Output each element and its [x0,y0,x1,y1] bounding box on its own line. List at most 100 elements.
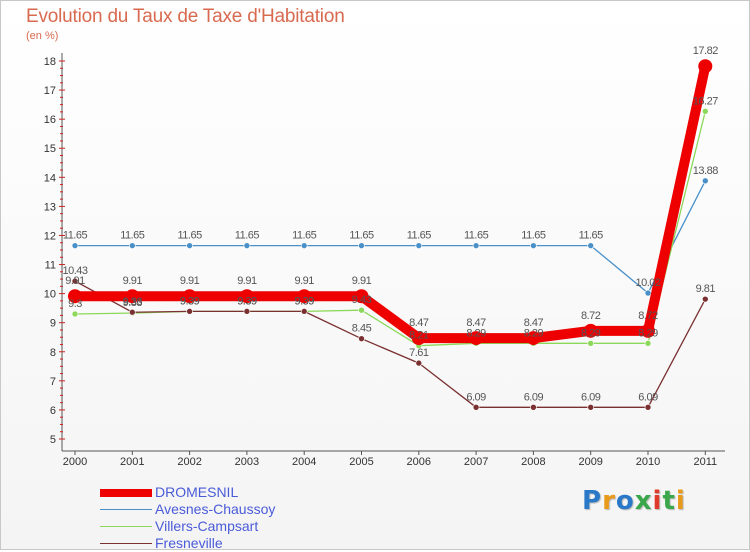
data-label-dromesnil: 9.91 [180,275,200,287]
data-point-dromesnil [239,289,254,304]
data-point-avesnes-chaussoy [129,242,136,249]
data-point-fresneville [300,308,308,315]
y-tick-label: 9 [50,318,56,330]
data-point-fresneville [71,277,79,285]
x-tick-label: 2004 [292,456,316,468]
data-point-fresneville [701,295,709,303]
y-tick-label: 12 [44,230,56,242]
y-tick-label: 8 [50,347,56,359]
data-label-avesnes-chaussoy: 11.65 [579,230,604,242]
data-point-avesnes-chaussoy [186,242,193,249]
data-point-avesnes-chaussoy [530,242,537,249]
y-tick-label: 13 [44,201,56,213]
data-label-villers-campsart: 9.39 [294,295,314,307]
data-label-dromesnil: 8.47 [466,317,486,329]
data-point-dromesnil [469,331,484,346]
data-label-villers-campsart: 8.29 [466,327,486,339]
y-tick-label: 11 [45,260,56,272]
data-point-dromesnil [526,331,541,346]
data-label-avesnes-chaussoy: 10.02 [635,277,660,289]
x-tick-label: 2001 [120,456,144,468]
data-label-avesnes-chaussoy: 11.65 [120,230,145,242]
data-label-villers-campsart: 9.43 [352,294,372,306]
data-label-fresneville: 9.39 [294,295,314,307]
series-layer [68,59,713,411]
legend-swatch [100,543,152,544]
chart-title: Evolution du Taux de Taxe d'Habitation [26,6,345,27]
data-label-fresneville: 6.09 [581,391,601,403]
data-label-dromesnil: 9.91 [65,275,85,287]
data-label-avesnes-chaussoy: 11.65 [63,230,88,242]
data-label-dromesnil: 8.72 [581,310,601,322]
proxiti-logo: Proxiti [582,486,686,516]
data-point-fresneville [472,404,480,411]
legend-swatch [100,489,152,497]
y-tick-label: 10 [44,289,56,301]
y-tick-label: 15 [44,143,56,155]
data-label-villers-campsart: 9.39 [180,295,200,307]
data-label-avesnes-chaussoy: 11.65 [407,230,432,242]
data-point-fresneville [415,359,423,367]
data-label-avesnes-chaussoy: 13.88 [693,165,718,177]
series-line-avesnes-chaussoy [75,180,706,294]
chart-subtitle: (en %) [26,30,59,42]
y-tick-label: 6 [50,405,56,417]
data-point-villers-campsart [587,340,595,347]
data-point-fresneville [587,404,595,411]
data-label-fresneville: 9.81 [696,283,716,295]
data-point-fresneville [530,404,537,411]
x-tick-label: 2006 [407,456,431,468]
data-label-dromesnil: 8.47 [409,317,429,329]
data-label-avesnes-chaussoy: 11.65 [464,230,489,242]
x-tick-label: 2010 [636,456,660,468]
x-tick-label: 2011 [693,456,717,468]
series-line-dromesnil [75,65,711,344]
data-label-avesnes-chaussoy: 11.65 [235,230,260,242]
legend-swatch [100,509,152,510]
data-label-avesnes-chaussoy: 11.65 [349,230,374,242]
data-point-avesnes-chaussoy [300,242,308,249]
logo-letter: P [582,486,603,516]
data-label-avesnes-chaussoy: 11.65 [292,230,317,242]
data-point-avesnes-chaussoy [415,242,423,249]
data-label-fresneville: 6.09 [638,391,658,403]
data-label-dromesnil: 8.72 [638,310,658,322]
data-point-dromesnil [68,289,82,304]
y-tick-label: 14 [44,172,56,184]
data-label-dromesnil: 17.82 [693,45,718,57]
data-label-dromesnil: 9.91 [352,275,372,287]
logo-letter: r [602,486,616,516]
data-point-villers-campsart [71,310,79,318]
data-label-fresneville: 6.09 [466,391,486,403]
y-tick-label: 7 [50,376,56,388]
data-label-avesnes-chaussoy: 11.65 [177,230,202,242]
data-label-dromesnil: 8.47 [524,317,544,329]
data-point-dromesnil [297,289,312,304]
data-point-avesnes-chaussoy [243,242,251,249]
data-point-villers-campsart [701,108,709,115]
data-label-villers-campsart: 8.29 [638,327,658,339]
data-label-fresneville: 8.45 [352,323,372,335]
data-point-fresneville [358,335,365,342]
y-tick-label: 18 [44,56,56,68]
data-point-dromesnil [125,289,140,304]
data-point-fresneville [186,308,193,315]
data-label-fresneville: 10.43 [62,265,87,277]
data-point-avesnes-chaussoy [71,242,79,249]
y-tick-label: 17 [44,85,56,97]
x-tick-label: 2000 [63,456,87,468]
x-tick-label: 2003 [235,456,259,468]
data-point-avesnes-chaussoy [472,242,480,249]
data-point-villers-campsart [644,340,652,347]
data-label-fresneville: 9.36 [123,296,143,308]
data-point-dromesnil [698,59,713,74]
x-tick-label: 2008 [521,456,545,468]
legend-label: Fresneville [155,535,223,551]
data-point-villers-campsart [358,306,365,314]
data-label-fresneville: 9.39 [237,295,257,307]
data-label-villers-campsart: 8.21 [409,330,429,342]
data-label-villers-campsart: 9.39 [237,295,257,307]
legend-label: Villers-Campsart [155,518,259,534]
x-tick-label: 2007 [464,456,488,468]
